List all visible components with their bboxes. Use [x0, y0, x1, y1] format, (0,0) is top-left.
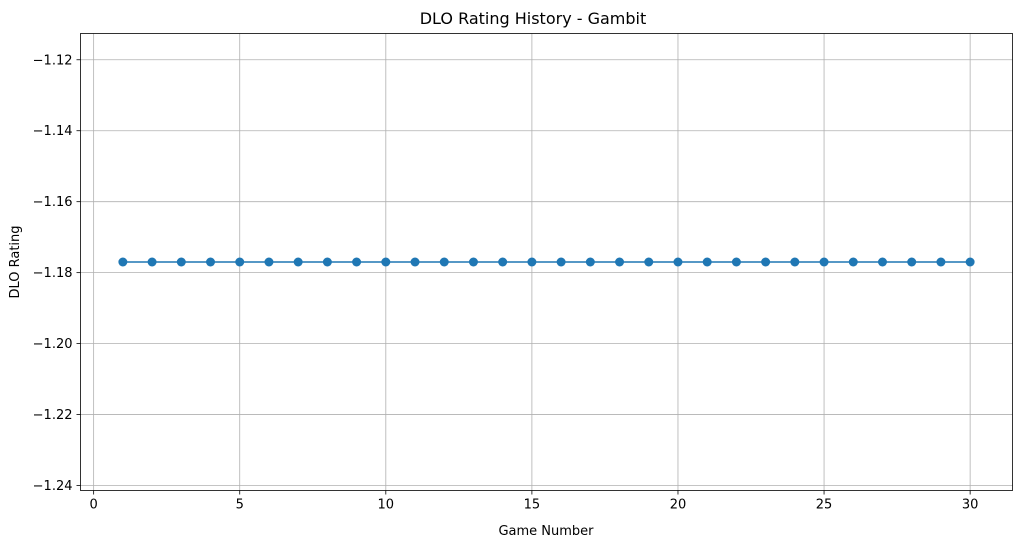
data-point	[615, 257, 625, 267]
x-axis-label: Game Number	[498, 524, 594, 539]
x-tick-label: 5	[236, 498, 244, 513]
x-tick-label: 25	[816, 498, 833, 513]
data-point	[702, 257, 712, 267]
data-point	[381, 257, 391, 267]
data-point	[790, 257, 800, 267]
data-point	[352, 257, 362, 267]
data-point	[673, 257, 683, 267]
data-point	[264, 257, 274, 267]
x-tick-label: 15	[524, 498, 541, 513]
y-axis-label: DLO Rating	[8, 225, 23, 298]
chart-title: DLO Rating History - Gambit	[420, 9, 647, 28]
data-point	[206, 257, 216, 267]
x-axis: 0 5 10 15 20 25 30	[90, 490, 979, 513]
data-point	[468, 257, 478, 267]
y-tick-label: −1.18	[33, 266, 73, 281]
data-point	[293, 257, 303, 267]
data-point	[322, 257, 332, 267]
data-point	[819, 257, 829, 267]
data-point	[907, 257, 917, 267]
y-tick-label: −1.14	[33, 124, 73, 139]
data-point	[848, 257, 858, 267]
x-tick-label: 20	[670, 498, 687, 513]
y-tick-label: −1.22	[33, 408, 73, 423]
y-tick-label: −1.24	[33, 479, 73, 494]
data-point	[965, 257, 975, 267]
data-point	[410, 257, 420, 267]
data-point	[118, 257, 128, 267]
data-point	[731, 257, 741, 267]
y-tick-label: −1.20	[33, 337, 73, 352]
data-point	[556, 257, 566, 267]
x-tick-label: 0	[90, 498, 98, 513]
data-point	[585, 257, 595, 267]
data-point	[235, 257, 245, 267]
x-tick-label: 10	[378, 498, 395, 513]
data-point	[439, 257, 449, 267]
data-point	[527, 257, 537, 267]
y-axis: −1.12 −1.14 −1.16 −1.18 −1.20 −1.22 −1.24	[33, 53, 81, 494]
data-point	[498, 257, 508, 267]
data-point	[877, 257, 887, 267]
series-layer	[118, 257, 975, 267]
y-tick-label: −1.16	[33, 195, 73, 210]
data-point	[644, 257, 654, 267]
data-point	[147, 257, 157, 267]
plot-frame	[80, 33, 1013, 491]
x-tick-label: 30	[962, 498, 979, 513]
data-point	[176, 257, 186, 267]
data-point	[936, 257, 946, 267]
y-tick-label: −1.12	[33, 53, 73, 68]
data-point	[761, 257, 771, 267]
